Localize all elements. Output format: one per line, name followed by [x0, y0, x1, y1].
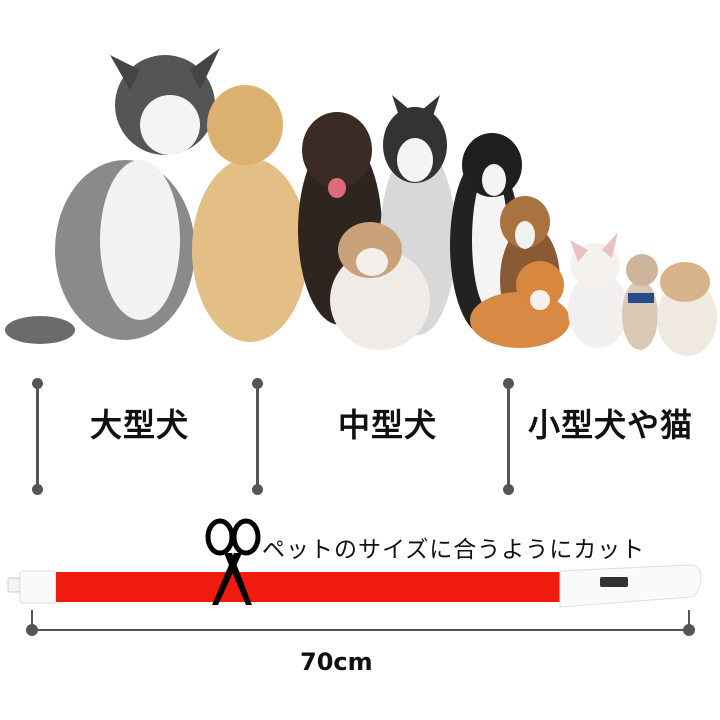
length-dot-left: [26, 624, 38, 636]
small-range-dot-top: [503, 378, 514, 389]
large-range-line: [36, 384, 39, 488]
collar-end-cap: [19, 570, 57, 604]
collar-battery-box: [559, 564, 702, 608]
large-dog-label: 大型犬: [90, 406, 190, 444]
collar-connector: [7, 577, 21, 593]
french-bulldog-dog: [568, 232, 628, 348]
large-range-dot-top: [32, 378, 43, 389]
large-range-dot-bottom: [32, 484, 43, 495]
collar-power-button: [600, 577, 628, 587]
small-range-dot-bottom: [503, 484, 514, 495]
length-dot-right: [683, 624, 695, 636]
malamute-dog: [5, 48, 220, 344]
small-range-line: [507, 384, 510, 488]
chihuahua-dog: [622, 254, 658, 350]
small-dog-cat-label: 小型犬や猫: [528, 406, 694, 444]
golden-retriever-dog: [192, 85, 308, 342]
medium-range-line: [256, 384, 259, 488]
scissors-icon: [205, 518, 261, 605]
medium-range-dot-bottom: [252, 484, 263, 495]
cut-instruction: ペットのサイズに合うようにカット: [262, 537, 646, 563]
led-collar: [7, 518, 702, 636]
dogs-and-cat-photo: [5, 48, 717, 356]
collar-red-tube: [56, 572, 568, 602]
length-label: 70cm: [300, 648, 373, 676]
bulldog-dog: [330, 222, 430, 350]
corgi-dog: [470, 261, 570, 348]
medium-dog-label: 中型犬: [338, 406, 438, 444]
medium-range-dot-top: [252, 378, 263, 389]
exotic-cat: [657, 262, 717, 356]
